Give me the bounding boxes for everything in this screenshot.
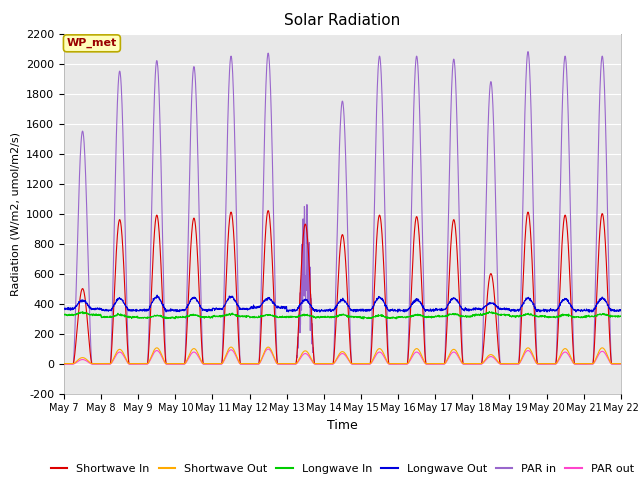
X-axis label: Time: Time — [327, 419, 358, 432]
Text: WP_met: WP_met — [67, 38, 117, 48]
Title: Solar Radiation: Solar Radiation — [284, 13, 401, 28]
Legend: Shortwave In, Shortwave Out, Longwave In, Longwave Out, PAR in, PAR out: Shortwave In, Shortwave Out, Longwave In… — [46, 459, 639, 478]
Y-axis label: Radiation (W/m2, umol/m2/s): Radiation (W/m2, umol/m2/s) — [10, 132, 20, 296]
